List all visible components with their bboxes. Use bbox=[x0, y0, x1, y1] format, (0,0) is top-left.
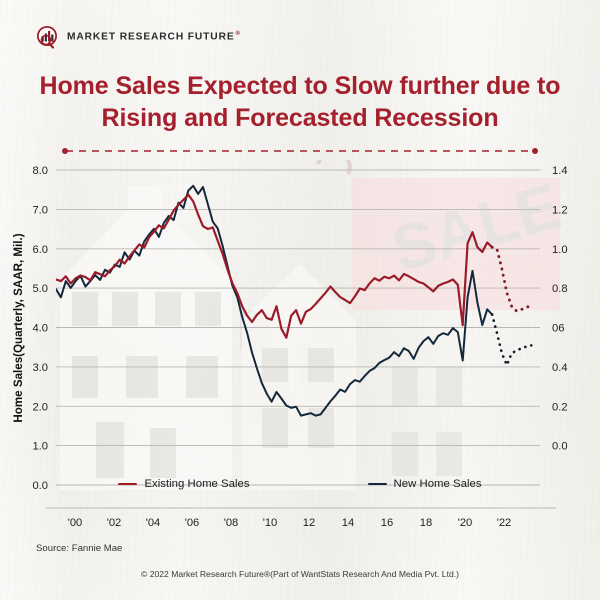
svg-text:16: 16 bbox=[381, 517, 393, 529]
home-sales-line-chart: SALE 8.0 7.0 6.0 5.0 4.0 3.0 2.0 1.0 0.0 bbox=[12, 160, 568, 529]
brand-name-text: MARKET RESEARCH FUTURE bbox=[67, 31, 235, 43]
sale-sign-watermark: SALE bbox=[316, 160, 568, 310]
svg-text:8.0: 8.0 bbox=[32, 165, 48, 177]
registered-mark: ® bbox=[235, 31, 241, 38]
series-forecast-existing-home-sales bbox=[490, 245, 533, 313]
chart-legend: Existing Home Sales New Home Sales bbox=[0, 478, 600, 490]
series-line-existing-home-sales bbox=[56, 193, 494, 339]
svg-text:1.0: 1.0 bbox=[32, 441, 48, 453]
title-line-1: Home Sales Expected to Slow further due … bbox=[39, 72, 561, 100]
svg-text:'02: '02 bbox=[107, 517, 122, 529]
svg-text:1.2: 1.2 bbox=[552, 204, 568, 216]
svg-text:'00: '00 bbox=[68, 517, 83, 529]
page-title: Home Sales Expected to Slow further due … bbox=[0, 70, 600, 134]
svg-text:7.0: 7.0 bbox=[32, 204, 48, 216]
svg-text:1.4: 1.4 bbox=[552, 165, 568, 177]
svg-text:0.0: 0.0 bbox=[552, 441, 568, 453]
svg-text:4.0: 4.0 bbox=[32, 323, 48, 335]
svg-text:6.0: 6.0 bbox=[32, 244, 48, 256]
svg-text:0.8: 0.8 bbox=[552, 283, 568, 295]
house-silhouette-watermark bbox=[60, 186, 462, 490]
chart-magnifier-logo-icon bbox=[37, 26, 57, 49]
svg-text:0.4: 0.4 bbox=[552, 362, 568, 374]
svg-text:14: 14 bbox=[342, 517, 354, 529]
svg-text:'10: '10 bbox=[263, 517, 278, 529]
svg-text:18: 18 bbox=[420, 517, 432, 529]
svg-text:'06: '06 bbox=[185, 517, 200, 529]
svg-text:'08: '08 bbox=[224, 517, 239, 529]
legend-swatch-existing bbox=[118, 482, 138, 486]
x-axis-ticks: '00 '02 '04 '06 '08 '10 12 14 16 18 '20 … bbox=[68, 517, 512, 529]
source-note: Source: Fannie Mae bbox=[36, 543, 123, 554]
legend-label-existing: Existing Home Sales bbox=[144, 478, 250, 490]
svg-text:0.0: 0.0 bbox=[32, 480, 48, 492]
legend-item-existing-home-sales[interactable]: Existing Home Sales bbox=[118, 478, 250, 490]
y-axis-left-ticks: 8.0 7.0 6.0 5.0 4.0 3.0 2.0 1.0 0.0 bbox=[32, 165, 48, 492]
svg-text:06: 06 bbox=[552, 323, 564, 335]
svg-text:'20: '20 bbox=[458, 517, 473, 529]
svg-text:'22: '22 bbox=[497, 517, 512, 529]
brand-logo: MARKET RESEARCH FUTURE® bbox=[34, 24, 241, 50]
legend-item-new-home-sales[interactable]: New Home Sales bbox=[367, 478, 482, 490]
brand-name: MARKET RESEARCH FUTURE® bbox=[67, 31, 241, 42]
svg-text:'04: '04 bbox=[146, 517, 161, 529]
svg-text:1.0: 1.0 bbox=[552, 244, 568, 256]
chart-area: SALE 8.0 7.0 6.0 5.0 4.0 3.0 2.0 1.0 0.0 bbox=[0, 160, 600, 540]
y-axis-title: Home Sales(Quarterly, SAAR, Mil.) bbox=[12, 233, 25, 422]
svg-text:0.2: 0.2 bbox=[552, 401, 568, 413]
title-line-2: Rising and Forecasted Recession bbox=[101, 104, 499, 132]
svg-text:3.0: 3.0 bbox=[32, 362, 48, 374]
y-axis-right-ticks: 1.4 1.2 1.0 0.8 06 0.4 0.2 0.0 bbox=[552, 165, 568, 453]
copyright-note: © 2022 Market Research Future®(Part of W… bbox=[140, 569, 460, 579]
svg-text:2.0: 2.0 bbox=[32, 401, 48, 413]
series-forecast-new-home-sales bbox=[490, 313, 533, 369]
svg-text:12: 12 bbox=[303, 517, 315, 529]
dashed-divider bbox=[62, 148, 538, 154]
legend-label-new: New Home Sales bbox=[393, 478, 482, 490]
legend-swatch-new bbox=[367, 482, 387, 486]
svg-text:5.0: 5.0 bbox=[32, 283, 48, 295]
